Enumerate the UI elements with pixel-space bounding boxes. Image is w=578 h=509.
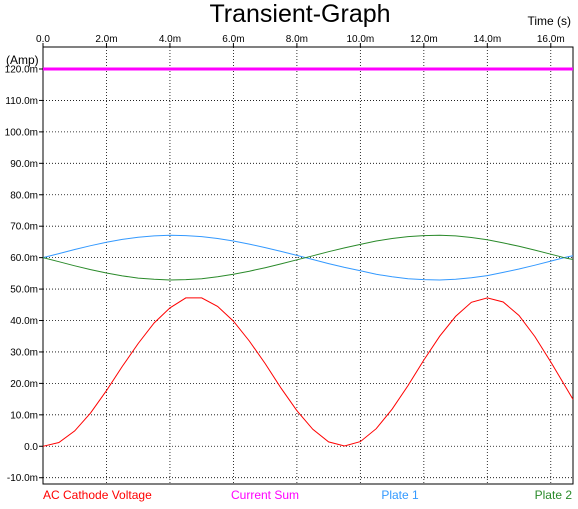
series-lines [42,67,574,447]
y-axis-label: (Amp) [6,53,39,67]
y-tick-label: 20.0m [10,379,38,390]
y-tick-label: 100.0m [5,127,38,138]
y-tick-label: 0.0 [24,442,38,453]
chart-title: Transient-Graph [209,0,390,28]
x-tick-label: 12.0m [410,34,438,45]
x-tick-labels: 0.0 2.0m 4.0m 6.0m 8.0m 10.0m 12.0m 14.0m 16.0m [36,34,565,45]
x-tick-label: 4.0m [159,34,181,45]
y-tick-label: 10.0m [10,410,38,421]
x-axis-label: Time (s) [527,14,571,28]
x-tick-label: 16.0m [537,34,565,45]
y-tick-label: 30.0m [10,347,38,358]
plot-area [42,46,574,485]
y-tick-label: 70.0m [10,222,38,233]
legend-entry-current-sum: Current Sum [231,488,299,502]
y-tick-label: 60.0m [10,253,38,264]
legend-entry-plate-2: Plate 2 [535,488,573,502]
y-tick-label: 120.0m [5,65,38,76]
y-tick-label: 50.0m [10,285,38,296]
y-tick-label: 90.0m [10,159,38,170]
y-tick-label: -10.0m [7,473,38,484]
y-tick-label: 40.0m [10,316,38,327]
y-tick-label: 110.0m [5,96,38,107]
y-tick-labels: -10.0m 0.0 10.0m 20.0m 30.0m 40.0m 50.0m 60.0m 7… [5,65,39,485]
x-tick-label: 6.0m [222,34,244,45]
x-tick-label: 2.0m [95,34,117,45]
legend: AC Cathode Voltage Current Sum Plate 1 Plat… [43,488,572,502]
series-line-plate-2 [42,234,574,281]
grid [39,43,573,484]
series-line-ac-cathode-voltage [42,297,574,447]
series-line-plate-1 [42,234,574,281]
legend-entry-plate-1: Plate 1 [381,488,419,502]
x-tick-label: 14.0m [473,34,501,45]
x-tick-label: 0.0 [36,34,50,45]
legend-entry-ac-cathode-voltage: AC Cathode Voltage [43,488,152,502]
y-tick-label: 80.0m [10,190,38,201]
x-tick-label: 8.0m [286,34,308,45]
x-tick-label: 10.0m [346,34,374,45]
